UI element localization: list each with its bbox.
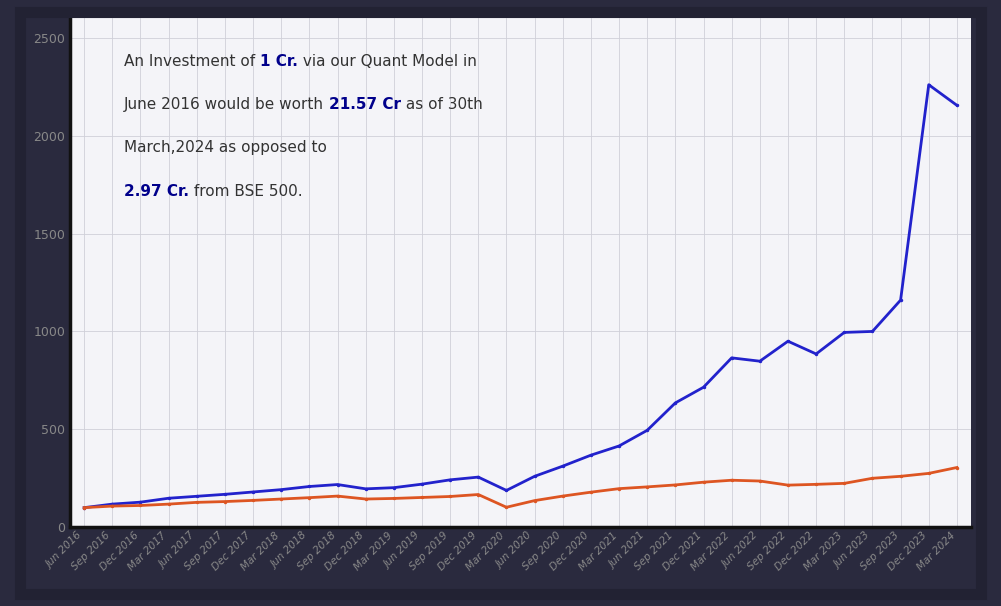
Text: via our Quant Model in: via our Quant Model in xyxy=(298,54,476,69)
Text: 2.97 Cr.: 2.97 Cr. xyxy=(124,184,189,199)
Text: June 2016 would be worth: June 2016 would be worth xyxy=(124,97,329,112)
Text: from BSE 500.: from BSE 500. xyxy=(189,184,302,199)
Text: March,2024 as opposed to: March,2024 as opposed to xyxy=(124,141,327,155)
Text: An Investment of: An Investment of xyxy=(124,54,260,69)
Text: as of 30th: as of 30th xyxy=(401,97,482,112)
Text: 21.57 Cr: 21.57 Cr xyxy=(329,97,401,112)
Text: 1 Cr.: 1 Cr. xyxy=(260,54,298,69)
